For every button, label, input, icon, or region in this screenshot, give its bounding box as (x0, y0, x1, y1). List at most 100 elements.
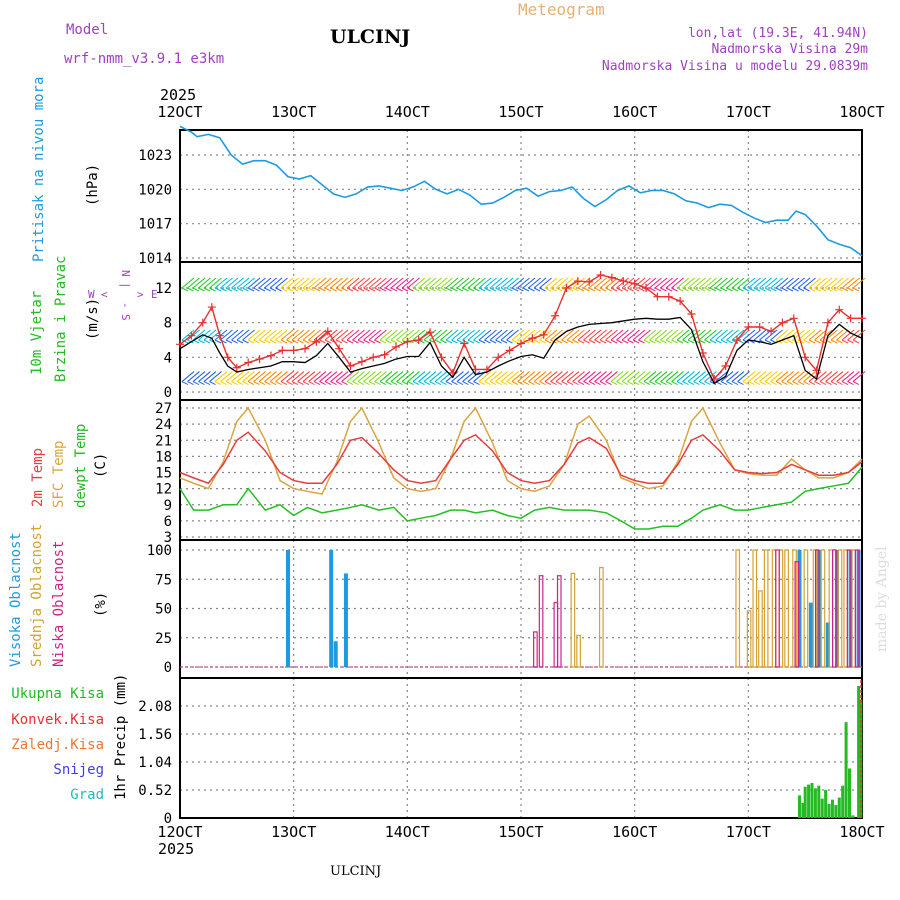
wind-barb-tail (665, 287, 673, 292)
wind-barb-tail (577, 339, 585, 344)
wind-barb (665, 371, 679, 383)
wind-barb (192, 277, 206, 289)
wind-barb-tail (385, 287, 392, 292)
wind-barb-tail (313, 287, 321, 292)
wind-barb-tail (693, 381, 700, 386)
wind-barb-tail (676, 339, 684, 344)
wind-barb (610, 329, 624, 341)
time-label-top: 16OCT (612, 103, 657, 121)
wind-barb (737, 277, 750, 289)
wind-barb-tail (533, 381, 541, 386)
wind-gust-marker (176, 340, 184, 349)
wind-barb (434, 329, 448, 341)
precip-total-bar (801, 802, 805, 818)
wind-barb (357, 277, 371, 289)
wind-barb (819, 277, 833, 289)
wind-barb-tail (423, 287, 431, 292)
y-tick-label: 1020 (138, 182, 172, 198)
wind-barb-tail (687, 287, 695, 292)
wind-barb-tail (335, 287, 343, 292)
wind-barb-tail (676, 381, 684, 386)
wind-barb-tail (671, 339, 678, 344)
wind-barb (517, 329, 530, 341)
wind-barb-tail (302, 287, 310, 292)
wind-barb-tail (269, 339, 277, 344)
wind-gust-marker (801, 353, 810, 362)
wind-barb (566, 329, 580, 341)
wind-barb (759, 277, 772, 289)
wind-barb-tail (671, 287, 678, 292)
wind-barb-tail (841, 339, 849, 344)
wind-barb (451, 277, 464, 289)
wind-barb-tail (528, 339, 535, 344)
cloud-title-mid: Srednja Oblacnost (29, 524, 45, 667)
time-label-bottom: 15OCT (498, 823, 543, 841)
wind-barb-tail (396, 339, 403, 344)
wind-barb (302, 277, 316, 289)
wind-barb-tail (665, 381, 673, 386)
wind-barb (500, 371, 514, 383)
wind-barb-tail (429, 381, 436, 386)
cloud-mid-bar (784, 549, 789, 668)
wind-barb-tail (478, 381, 486, 386)
wind-gust-marker (721, 362, 730, 370)
wind-barb (225, 329, 239, 341)
wind-barb (484, 329, 497, 341)
wind-barb (676, 329, 690, 341)
compass-arrow-right: > (137, 288, 144, 301)
wind-barb-tail (412, 287, 420, 292)
wind-barb-tail (775, 287, 783, 292)
wind-barb-tail (742, 287, 750, 292)
compass-north: N (119, 270, 132, 277)
cloud-high-bar (333, 641, 338, 667)
compass-bar: | (119, 282, 132, 289)
wind-barb-tail (308, 287, 315, 292)
wind-barb (841, 371, 855, 383)
wind-barb-tail (258, 339, 266, 344)
wind-barb (506, 277, 519, 289)
wind-barb-tail (610, 339, 618, 344)
wind-barb (693, 277, 706, 289)
wind-barb (286, 329, 299, 341)
cloud-mid-bar (735, 549, 741, 668)
wind-barb (616, 277, 629, 289)
wind-barb (495, 371, 508, 383)
wind-barb (478, 329, 492, 341)
wind-gust-marker (562, 284, 571, 292)
wind-barb (803, 371, 816, 383)
wind-barb-tail (770, 287, 777, 292)
wind-barb (621, 329, 635, 341)
wind-barb-tail (231, 287, 238, 292)
wind-barb (605, 277, 618, 289)
precip-legend-conv: Konvek.Kisa (11, 712, 104, 728)
wind-barb (412, 277, 426, 289)
time-label-bottom: 16OCT (612, 823, 657, 841)
wind-barb-tail (319, 339, 326, 344)
cloud-mid-bar (752, 549, 758, 668)
footer-station: ULCINJ (330, 864, 381, 879)
wind-barb-tail (357, 381, 365, 386)
wind-barb-tail (544, 339, 552, 344)
wind-barb-tail (709, 339, 717, 344)
wind-barb-tail (264, 381, 271, 386)
wind-barb-tail (478, 287, 486, 292)
wind-barb-tail (374, 381, 381, 386)
wind-barb-tail (462, 339, 469, 344)
wind-barb-tail (225, 339, 233, 344)
year-bottom: 2025 (158, 840, 194, 858)
wind-barb-tail (621, 339, 629, 344)
wind-barb-tail (330, 381, 337, 386)
wind-barb (374, 329, 387, 341)
wind-barb-tail (324, 381, 332, 386)
wind-gust-marker (596, 271, 605, 279)
precip-total-bar (810, 783, 814, 818)
wind-barb (715, 277, 728, 289)
wind-barb-tail (649, 287, 656, 292)
wind-barb-tail (621, 381, 629, 386)
wind-barb (764, 371, 778, 383)
wind-barb-tail (253, 339, 260, 344)
wind-barb-tail (330, 287, 337, 292)
wind-barb (330, 277, 343, 289)
wind-barb-tail (275, 287, 282, 292)
wind-barb-tail (588, 339, 596, 344)
